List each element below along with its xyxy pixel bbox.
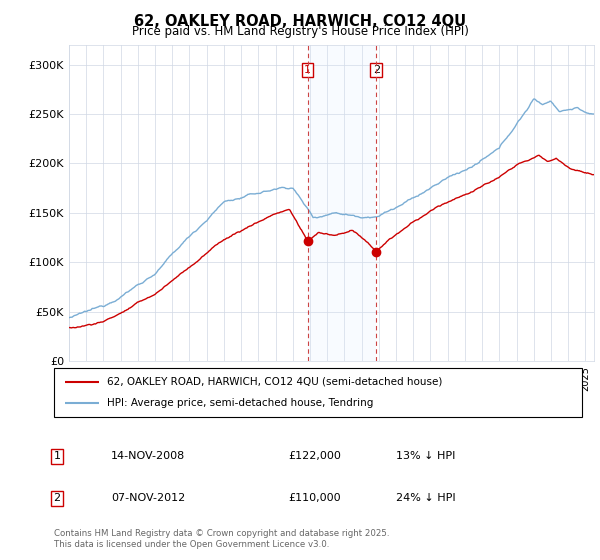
Text: 14-NOV-2008: 14-NOV-2008 xyxy=(111,451,185,461)
Bar xyxy=(308,45,376,361)
Text: 2: 2 xyxy=(53,493,61,503)
Text: 24% ↓ HPI: 24% ↓ HPI xyxy=(396,493,455,503)
Text: 07-NOV-2012: 07-NOV-2012 xyxy=(111,493,185,503)
Text: 13% ↓ HPI: 13% ↓ HPI xyxy=(396,451,455,461)
Text: 1: 1 xyxy=(304,65,311,75)
Text: £122,000: £122,000 xyxy=(288,451,341,461)
Text: £110,000: £110,000 xyxy=(288,493,341,503)
Text: 2: 2 xyxy=(373,65,380,75)
Text: HPI: Average price, semi-detached house, Tendring: HPI: Average price, semi-detached house,… xyxy=(107,398,373,408)
Text: 62, OAKLEY ROAD, HARWICH, CO12 4QU (semi-detached house): 62, OAKLEY ROAD, HARWICH, CO12 4QU (semi… xyxy=(107,377,442,387)
Text: 62, OAKLEY ROAD, HARWICH, CO12 4QU: 62, OAKLEY ROAD, HARWICH, CO12 4QU xyxy=(134,14,466,29)
Text: Price paid vs. HM Land Registry's House Price Index (HPI): Price paid vs. HM Land Registry's House … xyxy=(131,25,469,38)
Text: 1: 1 xyxy=(53,451,61,461)
Text: Contains HM Land Registry data © Crown copyright and database right 2025.
This d: Contains HM Land Registry data © Crown c… xyxy=(54,529,389,549)
